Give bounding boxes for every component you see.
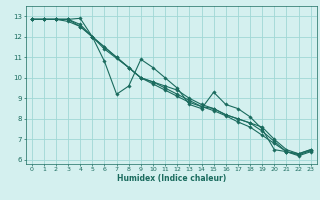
X-axis label: Humidex (Indice chaleur): Humidex (Indice chaleur) (116, 174, 226, 183)
